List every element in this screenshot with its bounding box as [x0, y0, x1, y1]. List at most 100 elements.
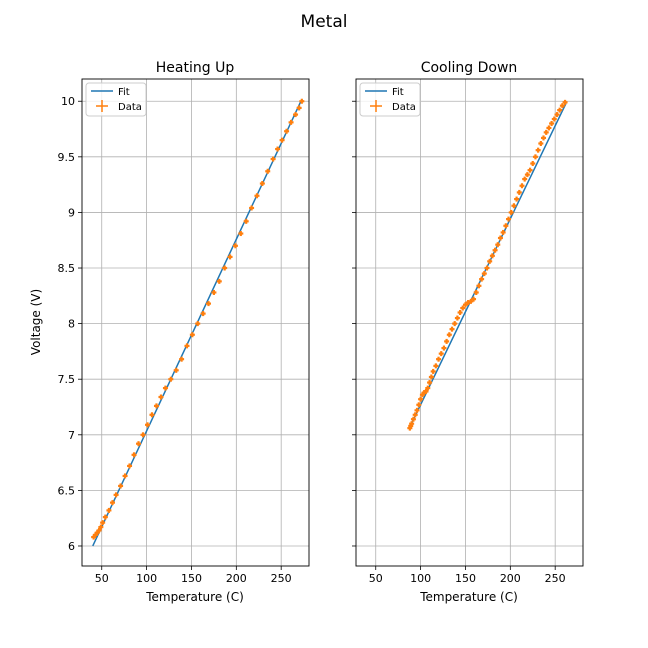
data-point — [479, 276, 485, 282]
data-point — [222, 265, 228, 271]
data-point — [500, 229, 506, 235]
data-point — [551, 116, 557, 122]
data-point — [546, 125, 552, 131]
data-point — [532, 154, 538, 160]
data-point — [270, 156, 276, 162]
y-tick-label: 7 — [68, 429, 75, 442]
data-point — [153, 403, 159, 409]
data-point — [127, 463, 133, 469]
plot-frame — [355, 78, 584, 567]
data-point — [418, 396, 424, 402]
data-point — [179, 356, 185, 362]
data-point — [254, 193, 260, 199]
panel-title-heating-up: Heating Up — [156, 60, 235, 76]
data-point — [511, 203, 517, 209]
legend-fit-label: Fit — [392, 87, 404, 98]
data-point — [471, 296, 477, 302]
data-point — [149, 412, 155, 418]
data-point — [98, 524, 104, 530]
data-point — [497, 235, 503, 241]
data-point — [227, 254, 233, 260]
data-point — [102, 514, 108, 520]
data-point — [173, 367, 179, 373]
data-point — [211, 289, 217, 295]
data-point — [243, 218, 249, 224]
legend-data-label: Data — [118, 102, 142, 113]
data-point — [100, 520, 106, 526]
data-point — [530, 161, 536, 167]
data-point — [293, 112, 299, 118]
data-point — [410, 416, 416, 422]
panel-heating-up: Heating Up Temperature (C) 50 100 150 200 25… — [58, 60, 310, 604]
x-tick-label: 150 — [181, 572, 202, 585]
data-point — [106, 507, 112, 513]
data-point — [259, 181, 265, 187]
x-tick-label: 250 — [545, 572, 566, 585]
data-point — [460, 305, 466, 311]
data-point — [200, 311, 206, 317]
data-point — [158, 394, 164, 400]
legend-cooling-down: Fit Data — [359, 82, 421, 117]
y-tick-label: 6.5 — [58, 484, 76, 497]
data-point — [433, 363, 439, 369]
data-point — [423, 388, 429, 394]
data-point — [131, 452, 137, 458]
data-point — [516, 189, 522, 195]
data-point — [238, 231, 244, 237]
data-point — [288, 119, 294, 125]
fit-line — [409, 103, 567, 428]
data-point — [409, 421, 415, 427]
data-point — [452, 321, 458, 327]
x-tick-label: 50 — [95, 572, 109, 585]
data-point — [299, 98, 305, 104]
y-tick-label: 8.5 — [58, 262, 76, 275]
data-point — [416, 402, 422, 408]
data-point — [96, 527, 102, 533]
panel-title-cooling-down: Cooling Down — [421, 60, 518, 76]
x-tick-label: 150 — [455, 572, 476, 585]
data-point — [122, 473, 128, 479]
data-point — [428, 374, 434, 380]
y-tick-label: 8 — [68, 318, 75, 331]
data-point — [412, 412, 418, 418]
plot-area-cooling-down: 50 100 150 200 250 — [352, 78, 584, 585]
data-point — [514, 196, 520, 202]
data-point — [275, 146, 281, 152]
data-point — [484, 265, 490, 271]
data-point — [524, 172, 530, 178]
data-point — [162, 385, 168, 391]
y-tick-label: 9 — [68, 206, 75, 219]
legend-data-swatch — [370, 100, 382, 112]
data-point — [554, 112, 560, 118]
data-point — [441, 345, 447, 351]
data-point — [522, 176, 528, 182]
data-point — [541, 135, 547, 141]
data-point — [136, 441, 142, 447]
data-point — [489, 253, 495, 259]
data-point — [543, 129, 549, 135]
data-point — [538, 140, 544, 146]
data-point — [140, 432, 146, 438]
y-axis-label: Voltage (V) — [29, 289, 43, 355]
data-point — [449, 326, 455, 332]
y-tick-label: 9.5 — [58, 151, 76, 164]
data-point — [503, 223, 509, 229]
data-point — [549, 120, 555, 126]
data-point — [168, 376, 174, 382]
data-series — [407, 99, 568, 431]
y-tick-label: 6 — [68, 540, 75, 553]
data-point — [481, 271, 487, 277]
x-tick-label: 50 — [369, 572, 383, 585]
panel-cooling-down: Cooling Down Temperature (C) 50 100 150 200… — [352, 60, 584, 604]
data-point — [487, 258, 493, 264]
plot-area-heating-up: 50 100 150 200 250 6 6.5 7 7.5 8 8.5 9 9.5 10 — [58, 78, 310, 585]
data-point — [144, 422, 150, 428]
data-point — [527, 167, 533, 173]
y-tick-label: 7.5 — [58, 373, 76, 386]
data-point — [562, 99, 568, 105]
data-point — [265, 168, 271, 174]
figure-title: Metal — [301, 12, 348, 32]
data-point — [557, 107, 563, 113]
data-point — [113, 492, 119, 498]
